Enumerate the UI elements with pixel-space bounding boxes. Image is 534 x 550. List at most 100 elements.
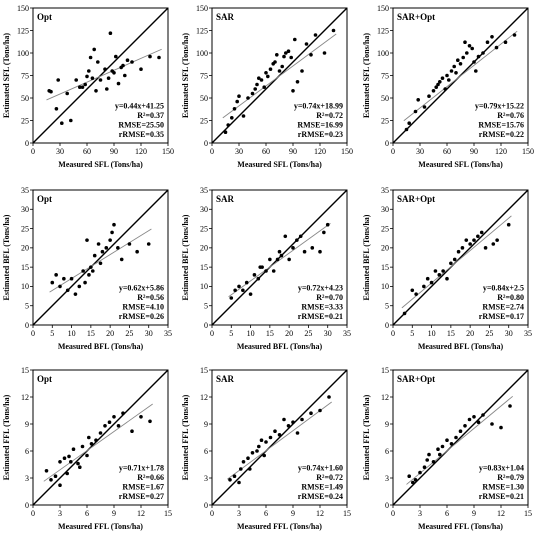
x-tick-label: 6	[445, 509, 449, 518]
data-point	[291, 246, 295, 250]
data-point	[229, 296, 234, 300]
data-point	[445, 276, 449, 281]
y-tick-label: 25	[21, 116, 29, 125]
data-point	[94, 438, 98, 443]
data-point	[106, 76, 111, 80]
x-tick-label: 9	[291, 509, 295, 518]
y-tick-label: 0	[385, 501, 389, 510]
data-point	[456, 58, 460, 62]
data-point	[431, 460, 436, 464]
data-point	[280, 64, 285, 69]
stats-line: R²=0.72	[316, 473, 343, 482]
x-tick-label: 0	[210, 329, 214, 338]
data-point	[260, 265, 264, 269]
data-point	[89, 265, 93, 269]
data-point	[470, 46, 475, 51]
stats-line: R²=0.37	[137, 111, 164, 120]
x-tick-label: 15	[524, 509, 532, 518]
data-point	[232, 474, 237, 479]
y-axis-label: Estimated SFL (Tons/ha)	[362, 33, 371, 118]
data-point	[94, 89, 98, 93]
y-tick-label: 15	[200, 366, 208, 375]
x-tick-label: 0	[31, 147, 35, 156]
data-point	[402, 311, 407, 316]
x-tick-label: 10	[428, 329, 436, 338]
panel-title: Opt	[37, 194, 52, 204]
data-point	[98, 431, 103, 435]
y-tick-label: 15	[21, 366, 29, 375]
data-point	[257, 444, 261, 449]
x-tick-label: 0	[31, 329, 35, 338]
one-to-one-line	[32, 369, 169, 506]
x-tick-label: 150	[522, 147, 534, 156]
y-tick-label: 20	[381, 244, 389, 253]
data-point	[139, 415, 143, 419]
stats-line: y=0.71x+1.78	[119, 464, 164, 473]
data-point	[54, 107, 59, 111]
x-tick-label: 5	[50, 329, 54, 338]
data-point	[49, 478, 53, 482]
panel-title: SAR	[216, 12, 235, 22]
stats-line: R²=0.76	[497, 111, 524, 120]
y-tick-label: 0	[204, 501, 208, 510]
x-axis-label: Measured SFL (Tons/ha)	[58, 160, 143, 169]
x-tick-label: 10	[247, 329, 255, 338]
x-tick-label: 30	[505, 329, 513, 338]
data-point	[87, 435, 91, 440]
y-tick-label: 25	[381, 224, 389, 233]
data-point	[289, 55, 294, 60]
x-tick-label: 6	[264, 509, 268, 518]
x-tick-label: 150	[162, 147, 174, 156]
data-point	[85, 453, 89, 458]
data-point	[256, 276, 261, 281]
x-axis-label: Measured BFL (Tons/ha)	[237, 342, 323, 351]
regression-line	[406, 395, 513, 485]
data-point	[74, 78, 78, 82]
data-point	[445, 73, 449, 78]
data-point	[481, 413, 485, 417]
plot-frame	[32, 369, 169, 506]
panel-title: SAR+Opt	[397, 194, 435, 204]
x-tick-label: 6	[85, 509, 89, 518]
data-point	[268, 257, 272, 262]
y-tick-label: 50	[200, 94, 208, 103]
data-point	[139, 67, 143, 71]
stats-line: RMSE=3.33	[301, 303, 343, 312]
stats-line: y=0.79x+15.22	[475, 102, 524, 111]
data-point	[262, 453, 267, 458]
x-axis-label: Measured FFL (Tons/ha)	[237, 522, 322, 531]
x-tick-label: 15	[266, 329, 274, 338]
data-point	[467, 44, 472, 48]
data-point	[416, 98, 421, 102]
data-point	[407, 474, 412, 479]
plot-frame	[211, 369, 348, 506]
one-to-one-line	[32, 7, 169, 144]
x-tick-label: 0	[391, 147, 395, 156]
panel-title: SAR+Opt	[397, 12, 435, 22]
stats-line: RMSE=1.49	[301, 483, 343, 492]
data-point	[494, 45, 499, 50]
y-tick-label: 125	[196, 26, 208, 35]
data-point	[322, 51, 327, 55]
data-point	[461, 55, 466, 60]
data-point	[458, 62, 463, 66]
x-tick-label: 0	[210, 509, 214, 518]
data-point	[472, 238, 476, 242]
data-point	[246, 96, 250, 100]
data-point	[112, 222, 116, 227]
data-point	[318, 408, 322, 413]
one-to-one-line	[32, 189, 169, 326]
data-point	[472, 60, 476, 64]
y-tick-label: 30	[21, 205, 29, 214]
panel-title: SAR	[216, 374, 235, 384]
data-point	[495, 238, 499, 242]
x-tick-label: 90	[110, 147, 118, 156]
data-point	[418, 470, 422, 475]
x-tick-label: 12	[137, 509, 145, 518]
data-point	[318, 249, 322, 254]
data-point	[100, 249, 105, 254]
data-point	[80, 85, 85, 89]
data-point	[449, 261, 453, 266]
stats-line: rRMSE=0.27	[119, 492, 164, 501]
stats-line: R²=0.66	[137, 473, 164, 482]
